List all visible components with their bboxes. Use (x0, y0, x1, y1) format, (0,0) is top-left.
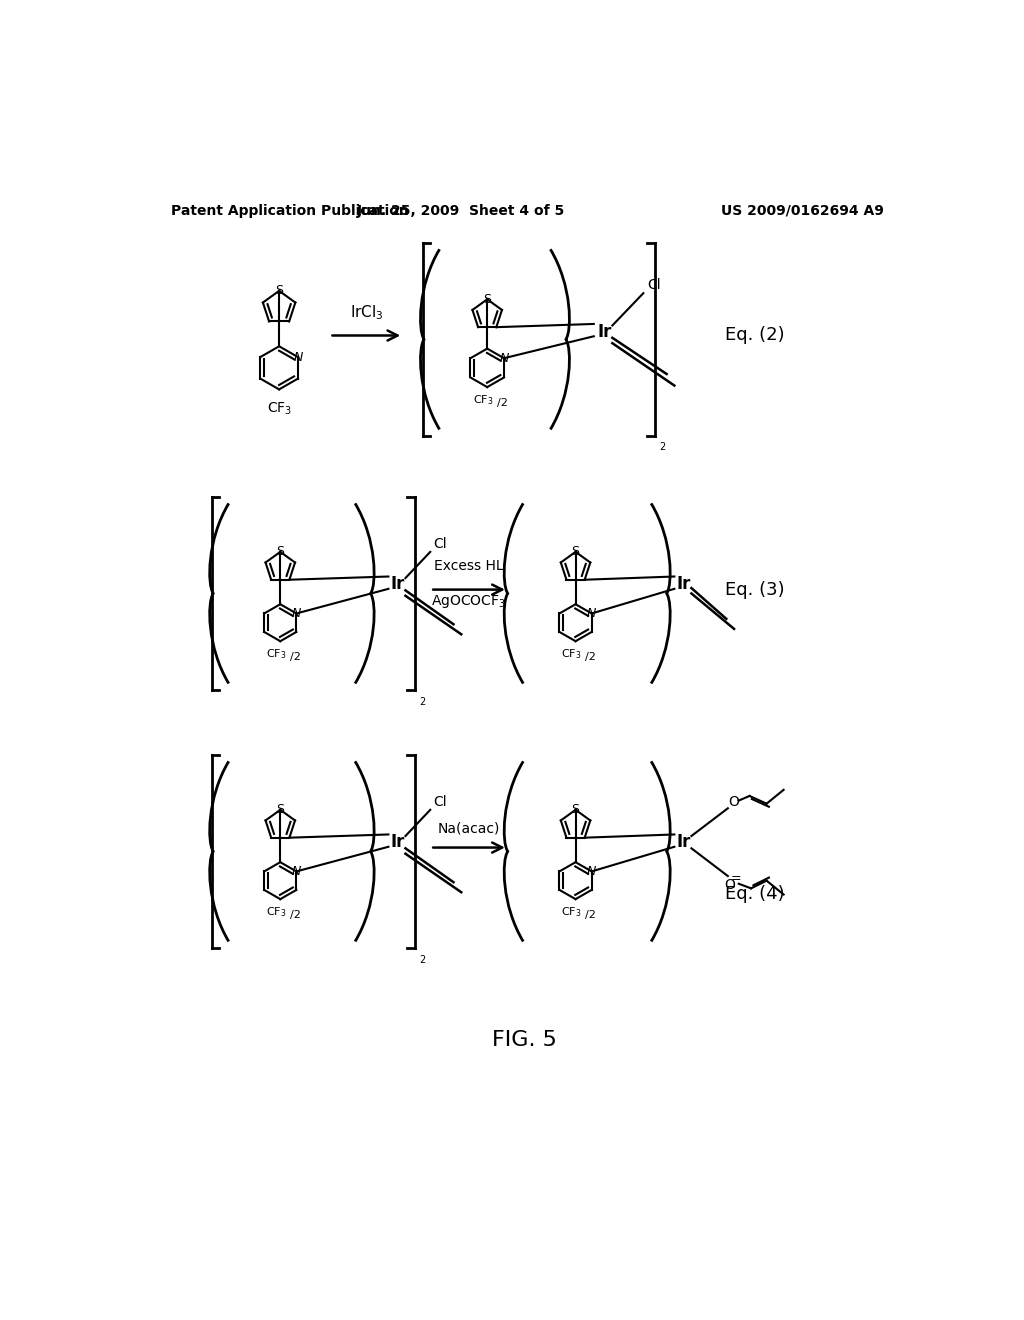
Text: N: N (587, 607, 596, 620)
Text: Eq. (3): Eq. (3) (725, 581, 784, 598)
Text: /2: /2 (585, 652, 596, 661)
Text: AgOCOCF$_3$: AgOCOCF$_3$ (431, 594, 507, 610)
Text: Patent Application Publication: Patent Application Publication (171, 203, 409, 218)
Text: $_2$: $_2$ (419, 952, 426, 965)
Text: N: N (500, 351, 509, 364)
Text: /2: /2 (290, 652, 300, 661)
Text: N: N (292, 607, 301, 620)
Text: N: N (587, 865, 596, 878)
Text: Cl: Cl (433, 537, 446, 552)
Text: S: S (276, 804, 285, 816)
Text: $_2$: $_2$ (658, 440, 667, 454)
Text: O: O (724, 878, 735, 892)
Text: =: = (731, 871, 741, 884)
Text: /2: /2 (290, 909, 300, 920)
Text: Ir: Ir (390, 576, 404, 593)
Text: S: S (483, 293, 492, 306)
Text: CF$_3$: CF$_3$ (266, 647, 287, 661)
Text: CF$_3$: CF$_3$ (561, 906, 582, 919)
Text: /2: /2 (497, 397, 507, 408)
Text: Excess HL: Excess HL (434, 558, 504, 573)
Text: CF$_3$: CF$_3$ (266, 906, 287, 919)
Text: S: S (571, 545, 580, 558)
Text: IrCl$_3$: IrCl$_3$ (350, 304, 384, 322)
Text: Ir: Ir (677, 576, 691, 593)
Text: S: S (571, 804, 580, 816)
Text: Cl: Cl (433, 795, 446, 809)
Text: /2: /2 (585, 909, 596, 920)
Text: N: N (292, 865, 301, 878)
Text: $_2$: $_2$ (419, 693, 426, 708)
Text: FIG. 5: FIG. 5 (493, 1030, 557, 1049)
Text: N: N (293, 351, 303, 363)
Text: Jun. 25, 2009  Sheet 4 of 5: Jun. 25, 2009 Sheet 4 of 5 (357, 203, 565, 218)
Text: CF$_3$: CF$_3$ (561, 647, 582, 661)
Text: Eq. (2): Eq. (2) (725, 326, 784, 345)
Text: Na(acac): Na(acac) (438, 822, 500, 836)
Text: Eq. (4): Eq. (4) (725, 884, 784, 903)
Text: Cl: Cl (647, 279, 660, 293)
Text: CF$_3$: CF$_3$ (266, 401, 292, 417)
Text: US 2009/0162694 A9: US 2009/0162694 A9 (721, 203, 884, 218)
Text: Ir: Ir (677, 833, 691, 851)
Text: Ir: Ir (597, 322, 611, 341)
Text: CF$_3$: CF$_3$ (473, 393, 494, 407)
Text: S: S (275, 284, 283, 297)
Text: O: O (729, 795, 739, 809)
Text: Ir: Ir (390, 833, 404, 851)
Text: S: S (276, 545, 285, 558)
